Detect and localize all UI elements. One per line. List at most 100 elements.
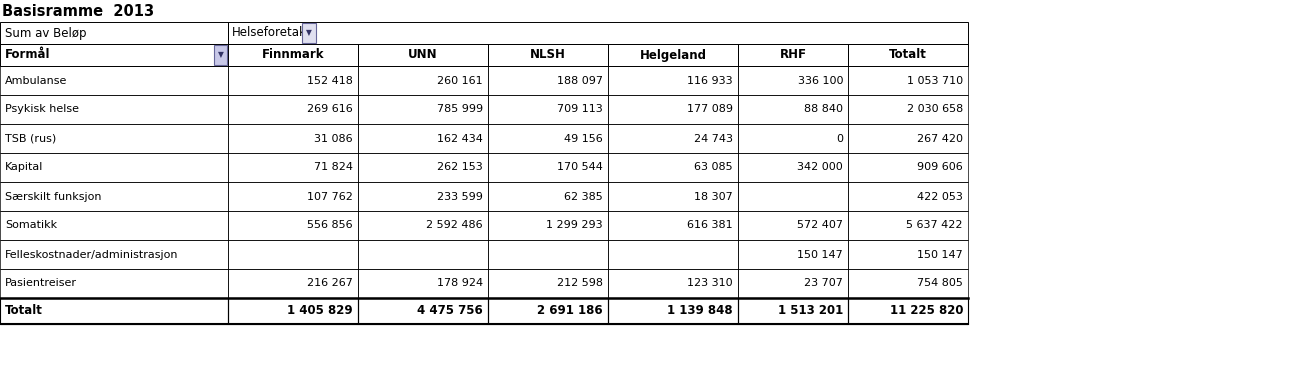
Bar	[608, 298, 738, 324]
Bar	[738, 298, 848, 324]
Bar	[228, 153, 358, 182]
Bar	[0, 153, 228, 182]
Text: 709 113: 709 113	[557, 105, 603, 114]
Bar	[0, 211, 228, 240]
Bar	[0, 240, 228, 269]
Text: 1 513 201: 1 513 201	[778, 304, 844, 318]
Bar	[358, 182, 488, 211]
Text: Særskilt funksjon: Særskilt funksjon	[5, 192, 101, 201]
Bar	[488, 124, 608, 153]
Text: 23 707: 23 707	[804, 279, 844, 288]
Text: 2 030 658: 2 030 658	[907, 105, 963, 114]
Bar	[0, 182, 228, 211]
Text: 178 924: 178 924	[437, 279, 483, 288]
Text: 71 824: 71 824	[315, 163, 353, 173]
Text: 260 161: 260 161	[437, 76, 483, 86]
Bar	[848, 124, 969, 153]
Text: 62 385: 62 385	[565, 192, 603, 201]
Text: Ambulanse: Ambulanse	[5, 76, 67, 86]
Text: Helseforetak: Helseforetak	[232, 27, 307, 40]
Bar	[228, 182, 358, 211]
Bar	[738, 44, 848, 66]
Bar	[358, 240, 488, 269]
Text: NLSH: NLSH	[530, 49, 566, 62]
Text: 216 267: 216 267	[307, 279, 353, 288]
Bar	[848, 66, 969, 95]
Text: 754 805: 754 805	[917, 279, 963, 288]
Bar	[488, 298, 608, 324]
Text: 63 085: 63 085	[695, 163, 733, 173]
Text: 269 616: 269 616	[307, 105, 353, 114]
Text: 2 691 186: 2 691 186	[537, 304, 603, 318]
Text: 616 381: 616 381	[687, 220, 733, 231]
Text: Finnmark: Finnmark	[262, 49, 324, 62]
Bar	[848, 95, 969, 124]
Bar	[228, 298, 358, 324]
Bar	[738, 182, 848, 211]
Bar	[738, 240, 848, 269]
Bar	[608, 66, 738, 95]
Text: 188 097: 188 097	[557, 76, 603, 86]
Bar	[228, 124, 358, 153]
Text: ▼: ▼	[307, 28, 312, 38]
Bar	[738, 153, 848, 182]
Text: Kapital: Kapital	[5, 163, 43, 173]
Bar	[608, 240, 738, 269]
Text: 5 637 422: 5 637 422	[907, 220, 963, 231]
Text: 170 544: 170 544	[557, 163, 603, 173]
Text: 123 310: 123 310	[687, 279, 733, 288]
Bar	[358, 95, 488, 124]
Bar	[358, 211, 488, 240]
Text: 177 089: 177 089	[687, 105, 733, 114]
Bar	[738, 269, 848, 298]
Text: 785 999: 785 999	[437, 105, 483, 114]
Bar	[488, 153, 608, 182]
Text: Somatikk: Somatikk	[5, 220, 57, 231]
Bar	[738, 211, 848, 240]
Bar	[608, 153, 738, 182]
Text: 116 933: 116 933	[687, 76, 733, 86]
Text: 1 299 293: 1 299 293	[546, 220, 603, 231]
Text: 0: 0	[836, 133, 844, 144]
Bar	[228, 66, 358, 95]
Text: 49 156: 49 156	[565, 133, 603, 144]
Text: 31 086: 31 086	[315, 133, 353, 144]
Text: Totalt: Totalt	[5, 304, 43, 318]
Bar	[0, 22, 228, 44]
Bar	[848, 269, 969, 298]
Bar	[358, 269, 488, 298]
Text: 152 418: 152 418	[307, 76, 353, 86]
Bar	[358, 44, 488, 66]
Text: 1 053 710: 1 053 710	[907, 76, 963, 86]
Bar	[848, 44, 969, 66]
Bar	[488, 269, 608, 298]
Text: Sum av Beløp: Sum av Beløp	[5, 27, 87, 40]
Bar	[228, 269, 358, 298]
Text: 267 420: 267 420	[917, 133, 963, 144]
Text: 18 307: 18 307	[695, 192, 733, 201]
Bar	[848, 211, 969, 240]
Bar	[488, 211, 608, 240]
Bar	[0, 269, 228, 298]
Text: 212 598: 212 598	[557, 279, 603, 288]
Bar	[608, 124, 738, 153]
Bar	[738, 66, 848, 95]
Bar	[488, 240, 608, 269]
Text: Felleskostnader/administrasjon: Felleskostnader/administrasjon	[5, 250, 179, 260]
Text: RHF: RHF	[779, 49, 807, 62]
Text: 11 225 820: 11 225 820	[890, 304, 963, 318]
Text: 162 434: 162 434	[437, 133, 483, 144]
Bar	[488, 95, 608, 124]
Text: 233 599: 233 599	[437, 192, 483, 201]
Text: 1 405 829: 1 405 829	[287, 304, 353, 318]
Text: 4 475 756: 4 475 756	[417, 304, 483, 318]
Bar	[228, 95, 358, 124]
Bar	[608, 269, 738, 298]
Text: 107 762: 107 762	[307, 192, 353, 201]
Text: 422 053: 422 053	[917, 192, 963, 201]
Bar	[608, 211, 738, 240]
Text: Basisramme  2013: Basisramme 2013	[3, 4, 154, 19]
Text: 88 840: 88 840	[804, 105, 844, 114]
Text: 262 153: 262 153	[437, 163, 483, 173]
Bar	[0, 66, 228, 95]
